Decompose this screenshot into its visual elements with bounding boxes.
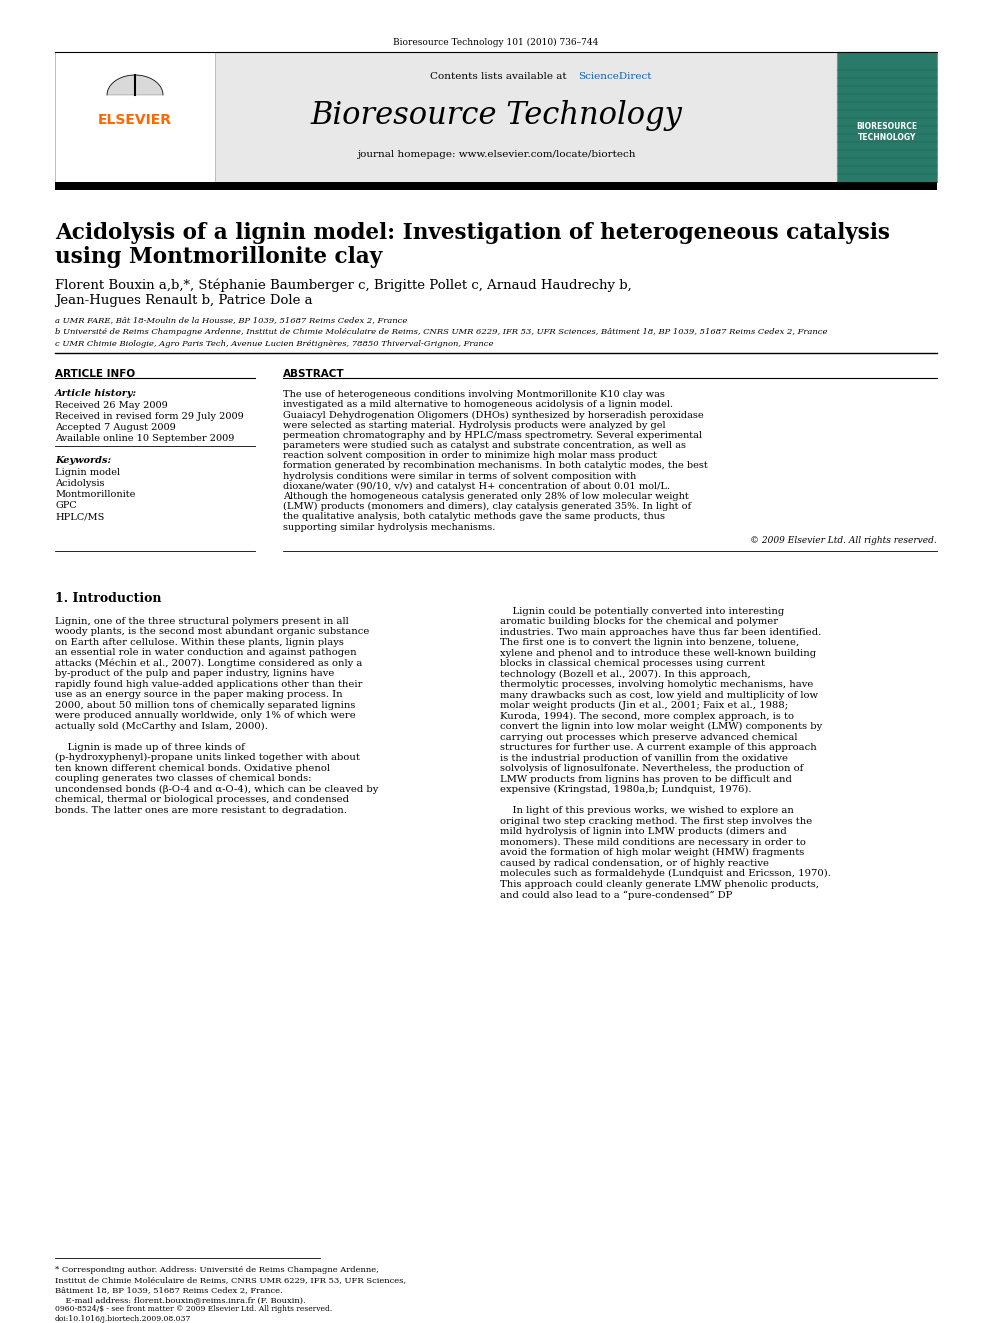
Text: Lignin is made up of three kinds of: Lignin is made up of three kinds of (55, 742, 245, 751)
Text: bonds. The latter ones are more resistant to degradation.: bonds. The latter ones are more resistan… (55, 806, 347, 815)
Text: many drawbacks such as cost, low yield and multiplicity of low: many drawbacks such as cost, low yield a… (500, 691, 818, 700)
Text: thermolytic processes, involving homolytic mechanisms, have: thermolytic processes, involving homolyt… (500, 680, 813, 689)
Text: 1. Introduction: 1. Introduction (55, 591, 162, 605)
Text: Article history:: Article history: (55, 389, 137, 398)
Text: original two step cracking method. The first step involves the: original two step cracking method. The f… (500, 816, 812, 826)
Text: carrying out processes which preserve advanced chemical: carrying out processes which preserve ad… (500, 733, 798, 742)
Text: investigated as a mild alternative to homogeneous acidolysis of a lignin model.: investigated as a mild alternative to ho… (283, 400, 674, 409)
Text: (LMW) products (monomers and dimers), clay catalysis generated 35%. In light of: (LMW) products (monomers and dimers), cl… (283, 503, 691, 511)
Text: is the industrial production of vanillin from the oxidative: is the industrial production of vanillin… (500, 754, 788, 763)
Text: Acidolysis of a lignin model: Investigation of heterogeneous catalysis: Acidolysis of a lignin model: Investigat… (55, 222, 890, 243)
Text: Lignin, one of the three structural polymers present in all: Lignin, one of the three structural poly… (55, 617, 349, 626)
Text: (p-hydroxyphenyl)-propane units linked together with about: (p-hydroxyphenyl)-propane units linked t… (55, 753, 360, 762)
Bar (837, 52, 937, 183)
Text: Available online 10 September 2009: Available online 10 September 2009 (55, 434, 234, 443)
Text: LMW products from lignins has proven to be difficult and: LMW products from lignins has proven to … (500, 775, 792, 783)
Text: ABSTRACT: ABSTRACT (283, 369, 344, 378)
Text: Lignin could be potentially converted into interesting: Lignin could be potentially converted in… (500, 607, 785, 615)
Text: permeation chromatography and by HPLC/mass spectrometry. Several experimental: permeation chromatography and by HPLC/ma… (283, 431, 702, 439)
Bar (55, 52, 937, 183)
Text: parameters were studied such as catalyst and substrate concentration, as well as: parameters were studied such as catalyst… (283, 441, 686, 450)
Bar (55, 52, 215, 183)
Text: expensive (Kringstad, 1980a,b; Lundquist, 1976).: expensive (Kringstad, 1980a,b; Lundquist… (500, 786, 752, 794)
Text: were selected as starting material. Hydrolysis products were analyzed by gel: were selected as starting material. Hydr… (283, 421, 666, 430)
Text: Keywords:: Keywords: (55, 456, 111, 464)
Polygon shape (107, 75, 163, 95)
Text: an essential role in water conduction and against pathogen: an essential role in water conduction an… (55, 648, 357, 658)
Text: Accepted 7 August 2009: Accepted 7 August 2009 (55, 423, 176, 433)
Text: convert the lignin into low molar weight (LMW) components by: convert the lignin into low molar weight… (500, 722, 822, 732)
Text: 2000, about 50 million tons of chemically separated lignins: 2000, about 50 million tons of chemicall… (55, 701, 355, 710)
Text: blocks in classical chemical processes using current: blocks in classical chemical processes u… (500, 659, 765, 668)
Text: Guaiacyl Dehydrogenation Oligomers (DHOs) synthesized by horseradish peroxidase: Guaiacyl Dehydrogenation Oligomers (DHOs… (283, 410, 703, 419)
Text: * Corresponding author. Address: Université de Reims Champagne Ardenne,: * Corresponding author. Address: Univers… (55, 1266, 379, 1274)
Text: attacks (Méchin et al., 2007). Longtime considered as only a: attacks (Méchin et al., 2007). Longtime … (55, 659, 362, 668)
Text: hydrolysis conditions were similar in terms of solvent composition with: hydrolysis conditions were similar in te… (283, 471, 636, 480)
Text: © 2009 Elsevier Ltd. All rights reserved.: © 2009 Elsevier Ltd. All rights reserved… (750, 536, 937, 545)
Text: industries. Two main approaches have thus far been identified.: industries. Two main approaches have thu… (500, 628, 821, 636)
Text: In light of this previous works, we wished to explore an: In light of this previous works, we wish… (500, 806, 794, 815)
Text: Bioresource Technology 101 (2010) 736–744: Bioresource Technology 101 (2010) 736–74… (393, 38, 599, 48)
Text: 0960-8524/$ - see front matter © 2009 Elsevier Ltd. All rights reserved.: 0960-8524/$ - see front matter © 2009 El… (55, 1304, 332, 1312)
Text: Bioresource Technology: Bioresource Technology (310, 101, 682, 131)
Text: Received in revised form 29 July 2009: Received in revised form 29 July 2009 (55, 411, 244, 421)
Text: Although the homogeneous catalysis generated only 28% of low molecular weight: Although the homogeneous catalysis gener… (283, 492, 688, 501)
Text: dioxane/water (90/10, v/v) and catalyst H+ concentration of about 0.01 mol/L.: dioxane/water (90/10, v/v) and catalyst … (283, 482, 671, 491)
Text: GPC: GPC (55, 501, 76, 509)
Text: rapidly found high value-added applications other than their: rapidly found high value-added applicati… (55, 680, 362, 689)
Text: structures for further use. A current example of this approach: structures for further use. A current ex… (500, 744, 816, 753)
Text: b Université de Reims Champagne Ardenne, Institut de Chimie Moléculaire de Reims: b Université de Reims Champagne Ardenne,… (55, 328, 827, 336)
Text: Lignin model: Lignin model (55, 468, 120, 478)
Text: c UMR Chimie Biologie, Agro Paris Tech, Avenue Lucien Brétignères, 78850 Thiverv: c UMR Chimie Biologie, Agro Paris Tech, … (55, 340, 493, 348)
Text: aromatic building blocks for the chemical and polymer: aromatic building blocks for the chemica… (500, 618, 778, 626)
Text: BIORESOURCE
TECHNOLOGY: BIORESOURCE TECHNOLOGY (856, 122, 918, 143)
Text: solvolysis of lignosulfonate. Nevertheless, the production of: solvolysis of lignosulfonate. Neverthele… (500, 765, 804, 774)
Text: on Earth after cellulose. Within these plants, lignin plays: on Earth after cellulose. Within these p… (55, 638, 344, 647)
Bar (55, 183, 937, 191)
Text: woody plants, is the second most abundant organic substance: woody plants, is the second most abundan… (55, 627, 369, 636)
Text: Kuroda, 1994). The second, more complex approach, is to: Kuroda, 1994). The second, more complex … (500, 712, 794, 721)
Text: reaction solvent composition in order to minimize high molar mass product: reaction solvent composition in order to… (283, 451, 657, 460)
Text: doi:10.1016/j.biortech.2009.08.037: doi:10.1016/j.biortech.2009.08.037 (55, 1315, 191, 1323)
Text: Florent Bouxin a,b,*, Stéphanie Baumberger c, Brigitte Pollet c, Arnaud Haudrech: Florent Bouxin a,b,*, Stéphanie Baumberg… (55, 278, 632, 291)
Text: journal homepage: www.elsevier.com/locate/biortech: journal homepage: www.elsevier.com/locat… (357, 149, 635, 159)
Text: uncondensed bonds (β-O-4 and α-O-4), which can be cleaved by: uncondensed bonds (β-O-4 and α-O-4), whi… (55, 785, 378, 794)
Text: chemical, thermal or biological processes, and condensed: chemical, thermal or biological processe… (55, 795, 349, 804)
Text: avoid the formation of high molar weight (HMW) fragments: avoid the formation of high molar weight… (500, 848, 805, 857)
Text: caused by radical condensation, or of highly reactive: caused by radical condensation, or of hi… (500, 859, 769, 868)
Text: molecules such as formaldehyde (Lundquist and Ericsson, 1970).: molecules such as formaldehyde (Lundquis… (500, 869, 831, 878)
Text: This approach could cleanly generate LMW phenolic products,: This approach could cleanly generate LMW… (500, 880, 819, 889)
Text: Montmorillonite: Montmorillonite (55, 490, 135, 499)
Text: xylene and phenol and to introduce these well-known building: xylene and phenol and to introduce these… (500, 648, 816, 658)
Text: Contents lists available at: Contents lists available at (430, 71, 569, 81)
Text: coupling generates two classes of chemical bonds:: coupling generates two classes of chemic… (55, 774, 311, 783)
Text: were produced annually worldwide, only 1% of which were: were produced annually worldwide, only 1… (55, 712, 356, 720)
Text: Institut de Chimie Moléculaire de Reims, CNRS UMR 6229, IFR 53, UFR Sciences,: Institut de Chimie Moléculaire de Reims,… (55, 1275, 406, 1285)
Text: ScienceDirect: ScienceDirect (578, 71, 652, 81)
Text: E-mail address: florent.bouxin@reims.inra.fr (F. Bouxin).: E-mail address: florent.bouxin@reims.inr… (55, 1297, 306, 1304)
Text: ten known different chemical bonds. Oxidative phenol: ten known different chemical bonds. Oxid… (55, 763, 330, 773)
Text: using Montmorillonite clay: using Montmorillonite clay (55, 246, 382, 269)
Text: HPLC/MS: HPLC/MS (55, 512, 104, 521)
Text: ARTICLE INFO: ARTICLE INFO (55, 369, 135, 378)
Text: by-product of the pulp and paper industry, lignins have: by-product of the pulp and paper industr… (55, 669, 334, 679)
Text: technology (Bozell et al., 2007). In this approach,: technology (Bozell et al., 2007). In thi… (500, 669, 751, 679)
Text: use as an energy source in the paper making process. In: use as an energy source in the paper mak… (55, 691, 342, 700)
Text: monomers). These mild conditions are necessary in order to: monomers). These mild conditions are nec… (500, 837, 806, 847)
Text: The first one is to convert the lignin into benzene, toluene,: The first one is to convert the lignin i… (500, 638, 800, 647)
Text: formation generated by recombination mechanisms. In both catalytic modes, the be: formation generated by recombination mec… (283, 462, 707, 471)
Text: the qualitative analysis, both catalytic methods gave the same products, thus: the qualitative analysis, both catalytic… (283, 512, 665, 521)
Text: molar weight products (Jin et al., 2001; Faix et al., 1988;: molar weight products (Jin et al., 2001;… (500, 701, 788, 710)
Text: a UMR FARE, Bât 18-Moulin de la Housse, BP 1039, 51687 Reims Cedex 2, France: a UMR FARE, Bât 18-Moulin de la Housse, … (55, 316, 408, 324)
Text: Acidolysis: Acidolysis (55, 479, 104, 488)
Text: Jean-Hugues Renault b, Patrice Dole a: Jean-Hugues Renault b, Patrice Dole a (55, 294, 312, 307)
Text: ELSEVIER: ELSEVIER (98, 112, 172, 127)
Text: Bâtiment 18, BP 1039, 51687 Reims Cedex 2, France.: Bâtiment 18, BP 1039, 51687 Reims Cedex … (55, 1286, 283, 1294)
Text: supporting similar hydrolysis mechanisms.: supporting similar hydrolysis mechanisms… (283, 523, 495, 532)
Text: mild hydrolysis of lignin into LMW products (dimers and: mild hydrolysis of lignin into LMW produ… (500, 827, 787, 836)
Text: The use of heterogeneous conditions involving Montmorillonite K10 clay was: The use of heterogeneous conditions invo… (283, 390, 665, 400)
Text: and could also lead to a “pure-condensed” DP: and could also lead to a “pure-condensed… (500, 890, 732, 900)
Text: actually sold (McCarthy and Islam, 2000).: actually sold (McCarthy and Islam, 2000)… (55, 722, 268, 730)
Text: Received 26 May 2009: Received 26 May 2009 (55, 401, 168, 410)
